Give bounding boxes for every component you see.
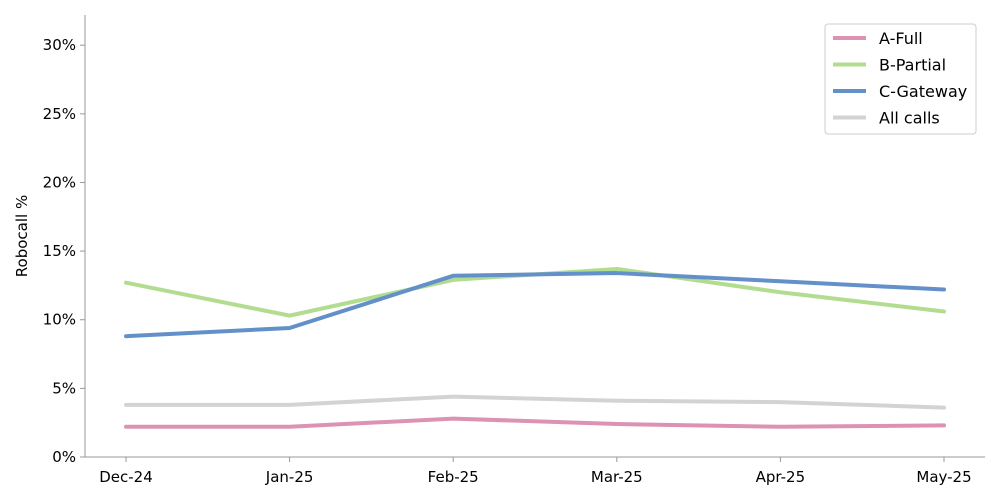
y-tick-label: 20% — [43, 173, 76, 191]
data-point-all-calls — [616, 400, 618, 402]
data-point-a-full — [125, 426, 127, 428]
data-point-all-calls — [779, 401, 781, 403]
x-axis-ticks: Dec-24 Jan-25 Feb-25 Mar-25 Apr-25 May-25 — [99, 457, 972, 486]
data-point-c-gateway — [452, 275, 454, 277]
data-point-b-partial — [125, 282, 127, 284]
legend-label-a-full: A-Full — [879, 29, 923, 48]
data-point-a-full — [616, 423, 618, 425]
data-point-a-full — [452, 418, 454, 420]
x-tick-label: Feb-25 — [428, 468, 479, 486]
data-point-all-calls — [289, 404, 291, 406]
data-point-c-gateway — [779, 280, 781, 282]
series-line-c-gateway — [124, 271, 946, 339]
x-tick-label: Jan-25 — [265, 468, 314, 486]
y-tick-label: 25% — [43, 105, 76, 123]
data-point-c-gateway — [616, 272, 618, 274]
data-point-a-full — [779, 426, 781, 428]
legend-label-c-gateway: C-Gateway — [879, 82, 967, 101]
y-tick-label: 5% — [52, 379, 76, 397]
x-tick-label: Apr-25 — [756, 468, 806, 486]
data-point-all-calls — [125, 404, 127, 406]
legend-label-all-calls: All calls — [879, 109, 940, 128]
legend: A-Full B-Partial C-Gateway All calls — [824, 23, 977, 135]
data-point-a-full — [943, 424, 945, 426]
x-tick-label: May-25 — [916, 468, 971, 486]
data-point-b-partial — [943, 310, 945, 312]
legend-label-b-partial: B-Partial — [879, 56, 946, 75]
x-tick-label: Mar-25 — [591, 468, 643, 486]
data-point-b-partial — [779, 291, 781, 293]
series-line-all-calls — [124, 394, 946, 410]
data-point-b-partial — [452, 279, 454, 281]
y-tick-label: 15% — [43, 242, 76, 260]
y-tick-label: 0% — [52, 448, 76, 466]
data-point-b-partial — [289, 315, 291, 317]
data-point-b-partial — [616, 268, 618, 270]
x-tick-label: Dec-24 — [99, 468, 153, 486]
data-point-a-full — [289, 426, 291, 428]
y-tick-label: 30% — [43, 36, 76, 54]
data-point-all-calls — [452, 396, 454, 398]
series-line-a-full — [124, 416, 946, 429]
data-point-c-gateway — [125, 335, 127, 337]
data-point-c-gateway — [289, 327, 291, 329]
data-point-c-gateway — [943, 289, 945, 291]
data-point-all-calls — [943, 407, 945, 409]
series-layer — [124, 266, 946, 429]
y-tick-label: 10% — [43, 311, 76, 329]
y-axis-ticks: 0% 5% 10% 15% 20% 25% 30% — [43, 36, 85, 466]
y-axis-title: Robocall % — [13, 195, 31, 277]
legend-box — [824, 23, 977, 135]
